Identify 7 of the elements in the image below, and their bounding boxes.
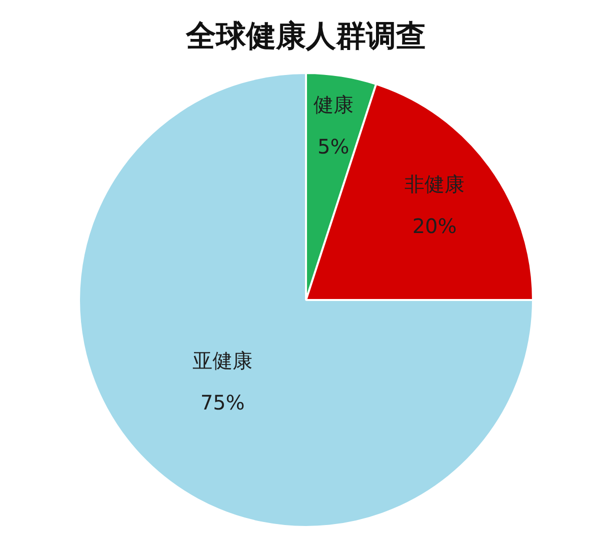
data-label: 75% [200,390,245,415]
data-label: 20% [412,214,457,238]
data-label: 5% [317,134,350,159]
chart-title: 全球健康人群调查 [185,18,426,54]
slice-label: 健康 [313,92,354,117]
slice-label: 亚健康 [192,348,253,373]
slice-label: 非健康 [404,172,465,196]
